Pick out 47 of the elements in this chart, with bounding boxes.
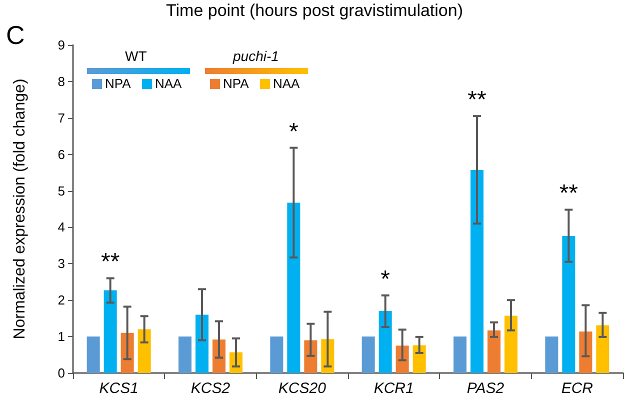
- y-tick-label: 7: [58, 110, 65, 126]
- y-tick-label: 8: [58, 74, 65, 89]
- bar: [378, 311, 392, 373]
- bar: [196, 314, 208, 373]
- data-label: **: [559, 180, 578, 208]
- y-tick-label: 6: [58, 146, 65, 162]
- x-tick-label: ECR: [561, 380, 594, 397]
- bar: [178, 336, 192, 373]
- x-tick-label: KCS2: [190, 380, 231, 397]
- bar: [270, 336, 284, 373]
- y-axis-title: Normalized expression (fold change): [12, 78, 28, 340]
- bar: [454, 336, 466, 373]
- x-tick-label: PAS2: [466, 380, 505, 397]
- data-label: *: [288, 118, 298, 146]
- data-label: **: [468, 86, 486, 114]
- bar: [86, 336, 100, 373]
- bar: [545, 336, 558, 373]
- legend-label: NPA: [105, 76, 132, 91]
- annotation: puchi-1: [232, 48, 279, 64]
- x-tick-label: KCS20: [278, 380, 327, 397]
- data-label: *: [380, 266, 390, 293]
- legend-label: NAA: [273, 76, 300, 91]
- text: Time point (hours post gravistimulation): [166, 1, 464, 20]
- bar: [596, 325, 610, 373]
- bar: [287, 202, 300, 373]
- legend-label: NPA: [223, 76, 250, 91]
- bar: [488, 330, 500, 373]
- bar: [362, 336, 375, 373]
- bar: [504, 316, 518, 373]
- data-label: **: [100, 248, 120, 276]
- y-tick-label: 0: [58, 366, 65, 380]
- bar: [562, 236, 576, 373]
- bar: [138, 329, 151, 373]
- bar: [104, 290, 117, 373]
- legend-label: NAA: [155, 76, 182, 91]
- y-tick-label: 5: [58, 183, 65, 198]
- y-tick-label: 3: [58, 256, 65, 272]
- bar: [412, 345, 426, 373]
- x-tick-label: KCR1: [374, 380, 414, 397]
- y-tick-label: 2: [58, 292, 65, 308]
- y-tick-label: 4: [58, 220, 65, 235]
- bar: [470, 170, 484, 373]
- y-tick-label: 1: [58, 329, 65, 344]
- annotation: WT: [125, 48, 148, 64]
- y-tick-label: 9: [58, 38, 65, 52]
- x-tick-label: KCS1: [99, 380, 138, 397]
- text: C: [6, 20, 25, 50]
